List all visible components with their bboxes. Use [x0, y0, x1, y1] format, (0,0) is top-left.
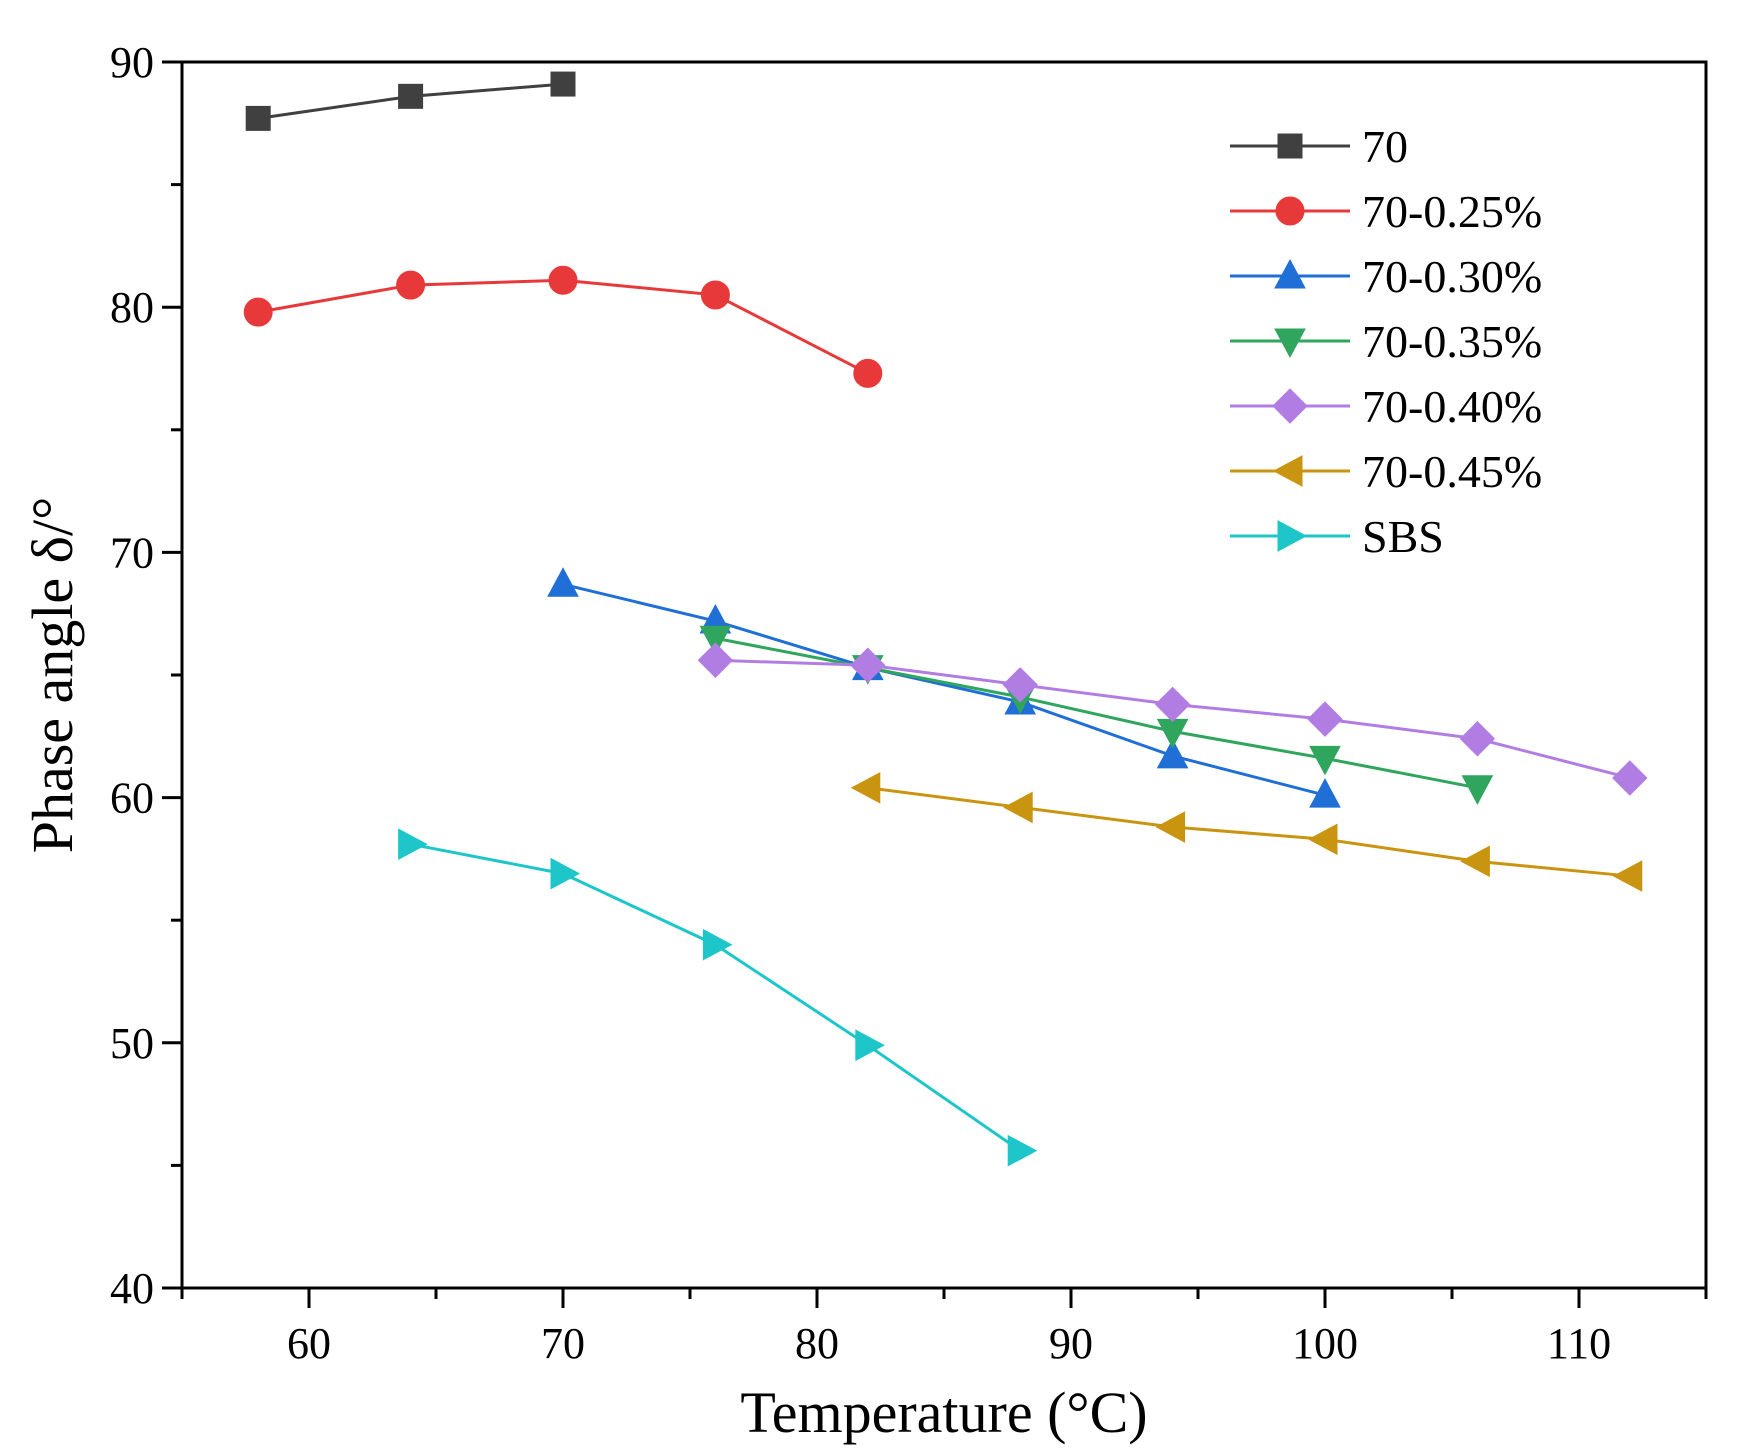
legend-marker: [1272, 455, 1303, 487]
data-point: [1007, 1134, 1038, 1167]
x-tick-label: 110: [1547, 1319, 1611, 1368]
series-70-0.30%: [547, 567, 1341, 808]
data-point: [1307, 823, 1338, 856]
x-axis-title: Temperature (°C): [740, 1380, 1147, 1445]
axis-tick-labels: 60 70 80 90 100 110 40 50 60 70 80 90: [110, 38, 1611, 1368]
legend-item: 70-0.40%: [1230, 381, 1542, 432]
legend-marker: [1275, 196, 1305, 226]
legend-item: 70-0.25%: [1230, 186, 1542, 237]
data-point: [398, 83, 424, 109]
legend-item: 70: [1230, 121, 1408, 172]
data-point: [853, 358, 883, 388]
y-axis-title: Phase angle δ/°: [20, 497, 85, 854]
y-tick-label: 60: [110, 774, 154, 823]
data-point: [1154, 686, 1191, 723]
series-line: [867, 786, 1630, 878]
legend-marker: [1272, 388, 1308, 424]
y-tick-label: 40: [110, 1264, 154, 1313]
series-layer: [243, 71, 1648, 1167]
data-point: [1309, 778, 1341, 808]
legend-marker: [1274, 258, 1306, 289]
legend-marker: [1277, 520, 1308, 552]
data-point: [396, 270, 426, 300]
data-point: [697, 642, 734, 678]
legend: 70 70-0.25% 70-0.30% 70-0.35% 70-0.40% 70-0.4…: [1230, 121, 1542, 562]
data-point: [1156, 738, 1189, 769]
data-point: [1612, 860, 1643, 892]
data-point: [1461, 775, 1494, 805]
series-line: [562, 582, 1326, 797]
data-point: [850, 647, 886, 683]
x-tick-label: 90: [1049, 1319, 1093, 1368]
series-70-0.25%: [243, 265, 883, 388]
legend-item: 70-0.45%: [1230, 446, 1542, 497]
series-70-0.40%: [697, 642, 1648, 796]
series-line: [715, 636, 1478, 790]
data-point: [245, 105, 271, 131]
legend-item: 70-0.30%: [1230, 251, 1542, 302]
data-point: [702, 928, 733, 961]
axis-ticks: [162, 60, 1708, 1308]
data-point: [548, 265, 578, 295]
y-tick-label: 90: [110, 38, 154, 87]
legend-item: 70-0.35%: [1230, 316, 1542, 367]
legend-label: 70-0.45%: [1362, 446, 1542, 497]
data-point: [855, 1029, 885, 1062]
data-point: [699, 625, 732, 656]
data-point: [1002, 667, 1038, 703]
legend-label: 70-0.35%: [1362, 316, 1542, 367]
data-point: [243, 297, 273, 327]
legend-item: SBS: [1230, 511, 1444, 562]
series-70: [245, 71, 576, 131]
y-tick-label: 50: [110, 1019, 154, 1068]
data-point: [1612, 760, 1648, 796]
x-tick-label: 60: [287, 1319, 331, 1368]
data-point: [547, 567, 579, 597]
series-line: [410, 842, 1022, 1152]
data-point: [550, 71, 576, 97]
series-70-0.45%: [850, 771, 1643, 892]
x-tick-label: 80: [795, 1319, 839, 1368]
data-point: [398, 828, 428, 861]
data-point: [1155, 811, 1186, 843]
y-tick-label: 70: [110, 528, 154, 577]
data-point: [550, 857, 581, 890]
legend-label: 70-0.25%: [1362, 186, 1542, 237]
data-point: [1460, 845, 1490, 878]
legend-label: SBS: [1362, 511, 1444, 562]
series-SBS: [398, 828, 1038, 1167]
y-tick-label: 80: [110, 283, 154, 332]
data-point: [850, 771, 881, 804]
data-point: [700, 280, 730, 310]
legend-marker: [1277, 133, 1303, 159]
legend-label: 70-0.30%: [1362, 251, 1542, 302]
legend-label: 70: [1362, 121, 1408, 172]
legend-marker: [1274, 328, 1306, 359]
legend-label: 70-0.40%: [1362, 381, 1542, 432]
data-point: [1307, 701, 1343, 737]
x-tick-label: 100: [1292, 1319, 1358, 1368]
data-point: [1459, 721, 1496, 757]
data-point: [1309, 745, 1341, 776]
data-point: [1003, 791, 1033, 824]
x-tick-label: 70: [541, 1319, 585, 1368]
